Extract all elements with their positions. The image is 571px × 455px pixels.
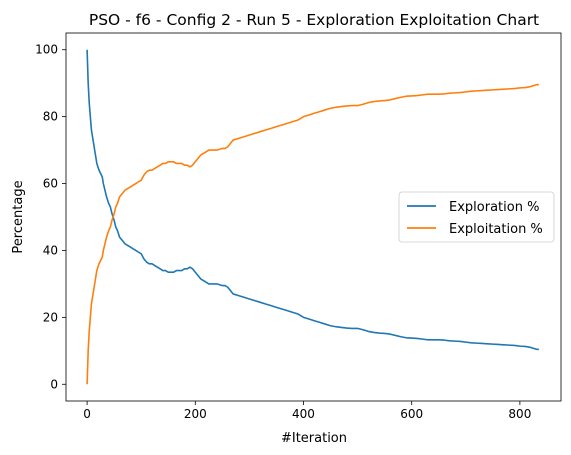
x-tick-label: 400 xyxy=(292,407,315,421)
legend: Exploration % Exploitation % xyxy=(398,191,555,243)
exploration-series-line xyxy=(86,49,539,351)
y-tick-label: 20 xyxy=(43,310,58,324)
x-tick-label: 800 xyxy=(508,407,531,421)
legend-exploitation-label: Exploitation % xyxy=(449,222,543,237)
legend-box xyxy=(398,191,555,243)
x-tick-label: 200 xyxy=(184,407,207,421)
y-tick-label: 40 xyxy=(43,243,58,257)
y-tick-label: 100 xyxy=(35,43,58,57)
x-axis-ticks: 0 200 400 600 800 xyxy=(83,401,531,421)
plot-frame xyxy=(65,32,562,402)
y-tick-label: 60 xyxy=(43,177,58,191)
y-tick-label: 0 xyxy=(50,377,58,391)
legend-exploration-label: Exploration % xyxy=(449,200,539,215)
exploitation-series-line xyxy=(86,83,539,385)
x-tick-label: 600 xyxy=(400,407,423,421)
chart-title: PSO - f6 - Config 2 - Run 5 - Exploratio… xyxy=(89,11,539,29)
y-axis-ticks: 0 20 40 60 80 100 xyxy=(35,43,66,391)
plot-series xyxy=(86,49,539,385)
x-axis-label: #Iteration xyxy=(281,431,347,446)
y-tick-label: 80 xyxy=(43,110,58,124)
x-tick-label: 0 xyxy=(83,407,91,421)
y-axis-label: Percentage xyxy=(11,180,26,253)
